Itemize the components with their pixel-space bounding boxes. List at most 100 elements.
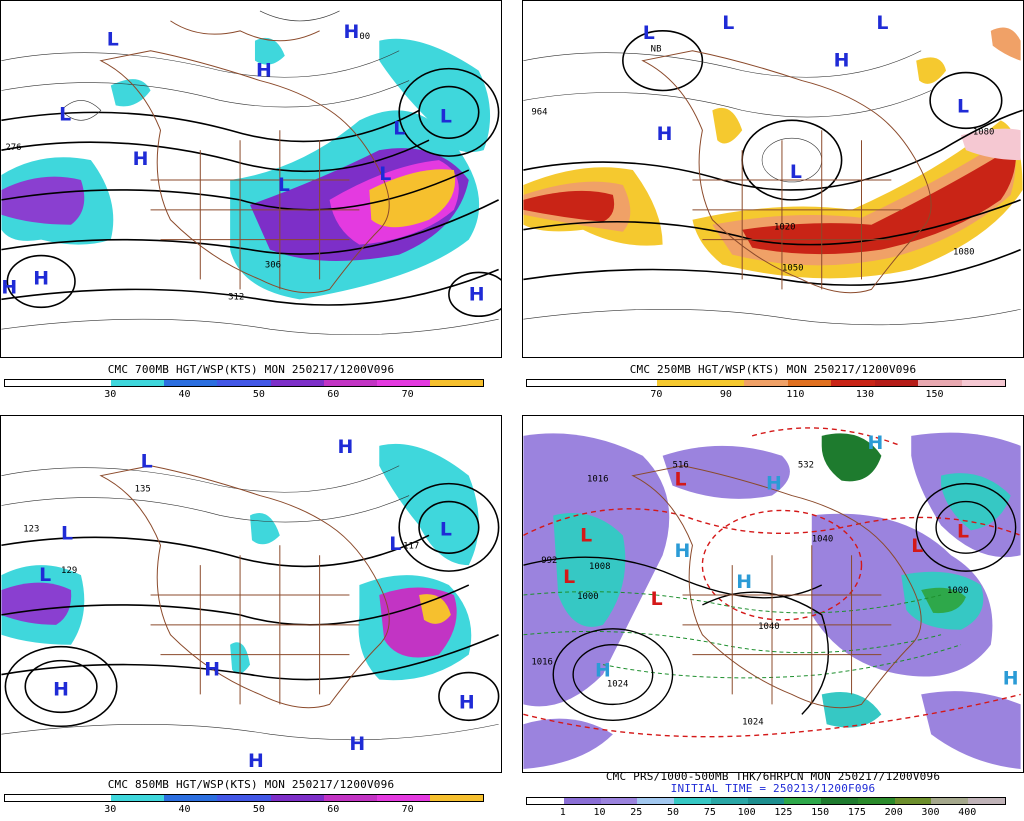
color-bar-segment	[323, 380, 377, 386]
contour-label: 516	[673, 461, 689, 471]
initial-time-caption: INITIAL TIME = 250213/1200F096	[670, 782, 876, 795]
contour-label: 1040	[758, 622, 780, 632]
low-center-marker: L	[957, 520, 969, 542]
color-bar-tick-label: 70	[401, 389, 414, 400]
color-bar-segment	[5, 795, 59, 801]
color-bar	[526, 379, 1006, 387]
color-bar-segment	[821, 798, 858, 804]
high-center-marker: H	[459, 691, 475, 713]
high-center-marker: H	[343, 21, 359, 43]
color-bar-segment	[217, 795, 271, 801]
color-bar-tick-label: 100	[737, 807, 756, 818]
color-bar-segment	[58, 795, 112, 801]
contour-label: 1024	[742, 717, 764, 727]
contour-label: NB	[651, 45, 662, 55]
color-bar-segment	[968, 798, 1005, 804]
contour-label: 135	[135, 485, 151, 495]
color-bar-tick-label: 300	[921, 807, 940, 818]
contour-label: 964	[531, 107, 547, 117]
map-700mb: L L L L L L H H H H H H 276 306 312 00	[0, 0, 502, 358]
panel-prs-thk-pcn: L L L L L L H H H H H H 1016 1024 1024 1…	[522, 415, 1024, 819]
color-bar-segment	[857, 798, 895, 804]
color-bar-segment	[270, 795, 324, 801]
color-bar-ticks: 70 90 110 130 150	[526, 389, 1004, 403]
color-bar-tick-label: 400	[958, 807, 977, 818]
low-center-marker: L	[675, 469, 687, 491]
color-bar-segment	[429, 795, 483, 801]
color-bar-segment	[874, 380, 919, 386]
contour-label: 312	[228, 292, 244, 302]
panel-caption: CMC 850MB HGT/WSP(KTS) MON 250217/1200V0…	[107, 778, 395, 791]
color-bar-segment	[700, 380, 745, 386]
high-center-marker: H	[248, 750, 264, 772]
color-bar-tick-label: 60	[327, 804, 340, 815]
color-bar-segment	[894, 798, 932, 804]
low-center-marker: L	[651, 588, 663, 610]
color-bar-segment	[747, 798, 785, 804]
map-250mb: L L L L L H H 964 1080 1050 1020 1080 NB	[522, 0, 1024, 358]
contour-label: 1080	[973, 127, 995, 137]
contour-label: 1016	[587, 475, 609, 485]
contour-label: 1000	[577, 592, 599, 602]
low-center-marker: L	[440, 105, 452, 127]
low-center-marker: L	[379, 163, 391, 185]
contour-label: 532	[798, 461, 814, 471]
high-center-marker: H	[53, 678, 69, 700]
color-bar-tick-label: 50	[667, 807, 680, 818]
contour-label: 129	[61, 566, 77, 576]
high-center-marker: H	[736, 571, 752, 593]
color-bar-segment	[527, 798, 564, 804]
color-bar-segment	[613, 380, 658, 386]
color-bar-tick-label: 40	[178, 389, 191, 400]
color-bar-segment	[637, 798, 675, 804]
color-bar-segment	[600, 798, 638, 804]
contour-label: 306	[265, 261, 281, 271]
color-bar-ticks: 30 40 50 60 70	[4, 389, 482, 403]
color-bar-segment	[429, 380, 483, 386]
contour-label: 00	[359, 32, 370, 42]
color-bar-tick-label: 175	[847, 807, 866, 818]
color-bar-tick-label: 75	[703, 807, 716, 818]
color-bar-segment	[376, 380, 430, 386]
color-bar-tick-label: 90	[719, 389, 732, 400]
high-center-marker: H	[1, 276, 17, 298]
map-850mb: L L L L L H H H H H H 123 129 135 117	[0, 415, 502, 773]
low-center-marker: L	[107, 29, 119, 51]
color-bar-segment	[570, 380, 614, 386]
color-bar	[526, 797, 1006, 805]
color-bar-segment	[657, 380, 701, 386]
low-center-marker: L	[563, 566, 575, 588]
contour-label: 1016	[531, 658, 553, 668]
low-center-marker: L	[876, 12, 888, 34]
color-bar-tick-label: 25	[630, 807, 643, 818]
panel-850mb: L L L L L H H H H H H 123 129 135 117 CM…	[0, 415, 502, 819]
low-center-marker: L	[643, 22, 655, 44]
color-bar-segment	[674, 798, 711, 804]
high-center-marker: H	[595, 660, 611, 682]
panel-250mb: L L L L L H H 964 1080 1050 1020 1080 NB…	[522, 0, 1024, 404]
low-center-marker: L	[393, 117, 405, 139]
color-bar-segment	[831, 380, 875, 386]
high-center-marker: H	[657, 123, 673, 145]
low-center-marker: L	[59, 103, 71, 125]
color-bar-segment	[931, 798, 969, 804]
color-bar-segment	[787, 380, 832, 386]
color-bar-segment	[784, 798, 822, 804]
color-bar	[4, 379, 484, 387]
high-center-marker: H	[204, 659, 220, 681]
color-bar-tick-label: 50	[252, 804, 265, 815]
color-bar-segment	[744, 380, 788, 386]
color-bar-tick-label: 30	[104, 804, 117, 815]
low-center-marker: L	[957, 95, 969, 117]
high-center-marker: H	[338, 436, 354, 458]
contour-label: 1024	[607, 679, 629, 689]
color-bar-segment	[5, 380, 59, 386]
color-bar-ticks: 30 40 50 60 70	[4, 804, 482, 818]
color-bar-tick-label: 150	[925, 389, 944, 400]
color-bar-segment	[58, 380, 112, 386]
high-center-marker: H	[675, 540, 691, 562]
color-bar-segment	[376, 795, 430, 801]
low-center-marker: L	[911, 535, 923, 557]
panel-caption: CMC 700MB HGT/WSP(KTS) MON 250217/1200V0…	[107, 363, 395, 376]
color-bar-segment	[217, 380, 271, 386]
